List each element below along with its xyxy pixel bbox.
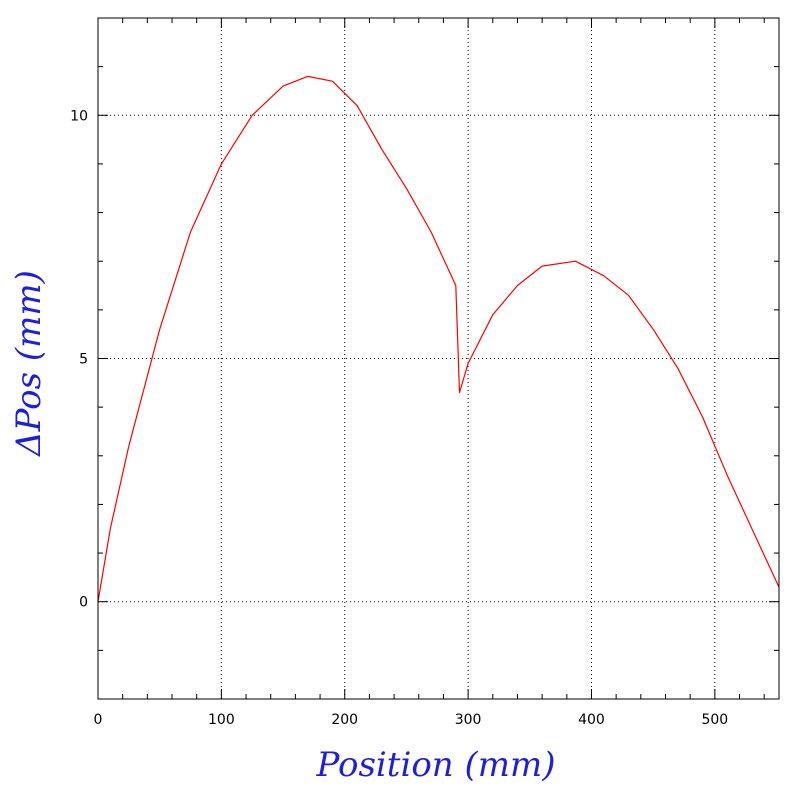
axis-ticks xyxy=(97,17,779,700)
x-tick-label: 400 xyxy=(578,712,605,728)
x-tick-label: 500 xyxy=(701,712,728,728)
y-tick-label: 5 xyxy=(79,352,88,368)
x-tick-label: 200 xyxy=(331,712,358,728)
y-tick-label: 0 xyxy=(79,595,88,611)
series-line xyxy=(97,75,780,602)
x-tick-labels: 0 100 200 300 400 500 xyxy=(94,712,729,728)
series-group xyxy=(97,75,780,602)
x-tick-label: 0 xyxy=(94,712,103,728)
x-tick-label: 100 xyxy=(208,712,235,728)
plot-frame xyxy=(97,17,780,700)
x-axis-title: Position (mm) xyxy=(315,745,555,785)
x-tick-label: 300 xyxy=(455,712,482,728)
y-axis-title: ΔPos (mm) xyxy=(9,270,49,458)
y-tick-label: 10 xyxy=(70,108,88,124)
grid-lines xyxy=(98,18,779,699)
y-tick-labels: 0 5 10 xyxy=(70,108,88,610)
